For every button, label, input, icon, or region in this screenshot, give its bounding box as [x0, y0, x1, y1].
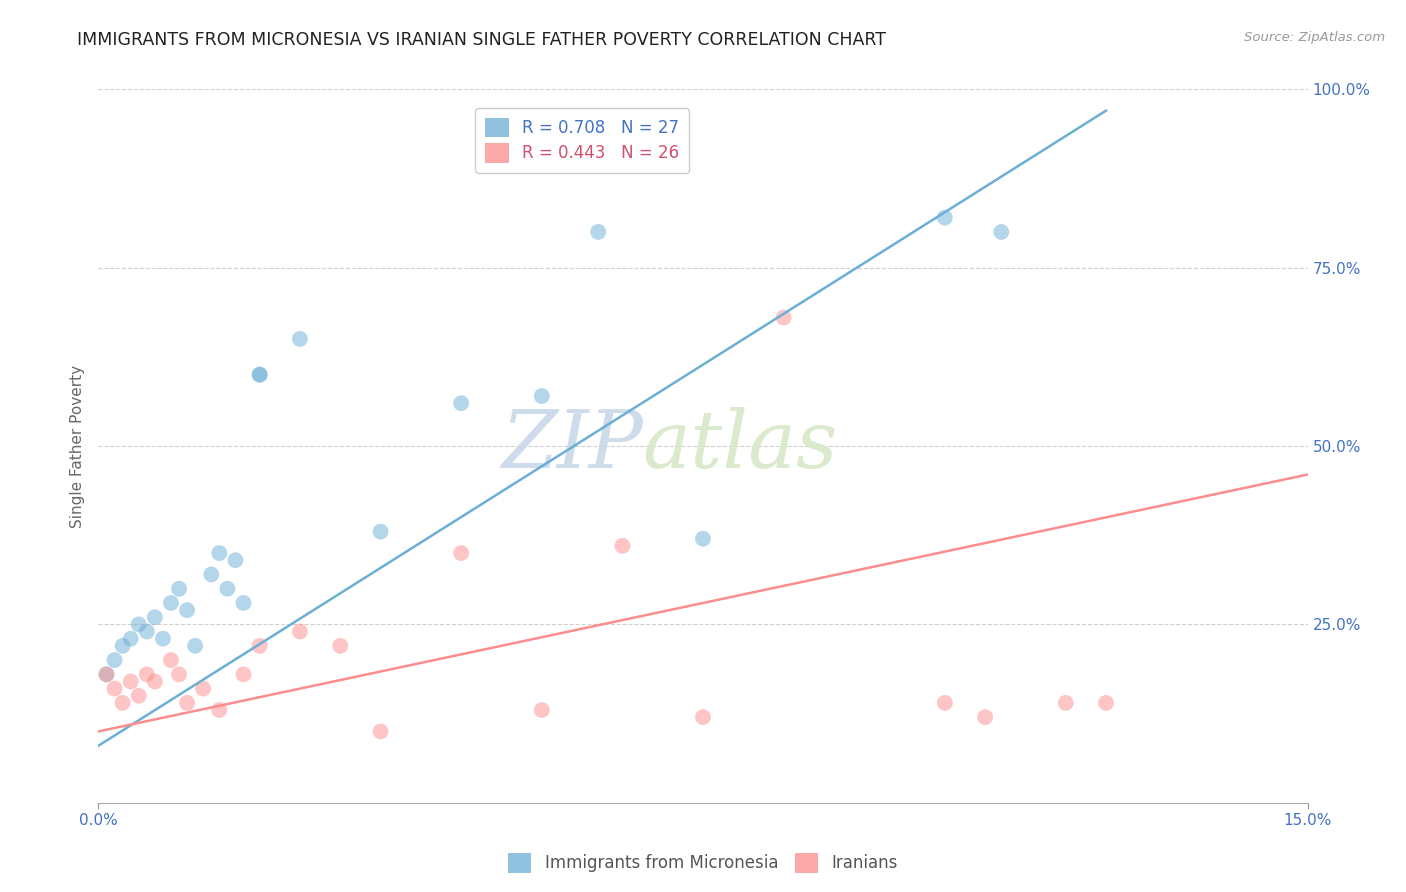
- Point: [288, 624, 311, 639]
- Legend: R = 0.708   N = 27, R = 0.443   N = 26: R = 0.708 N = 27, R = 0.443 N = 26: [475, 108, 689, 172]
- Point: [1054, 696, 1077, 710]
- Point: [143, 610, 166, 624]
- Point: [990, 225, 1012, 239]
- Point: [128, 617, 150, 632]
- Point: [772, 310, 794, 325]
- Point: [530, 389, 553, 403]
- Point: [288, 332, 311, 346]
- Point: [135, 667, 157, 681]
- Point: [586, 225, 609, 239]
- Point: [135, 624, 157, 639]
- Point: [160, 596, 183, 610]
- Text: ZIP: ZIP: [501, 408, 643, 484]
- Point: [208, 546, 231, 560]
- Point: [1095, 696, 1118, 710]
- Point: [974, 710, 997, 724]
- Point: [143, 674, 166, 689]
- Point: [450, 546, 472, 560]
- Point: [232, 667, 254, 681]
- Legend: Immigrants from Micronesia, Iranians: Immigrants from Micronesia, Iranians: [502, 847, 904, 880]
- Point: [208, 703, 231, 717]
- Text: IMMIGRANTS FROM MICRONESIA VS IRANIAN SINGLE FATHER POVERTY CORRELATION CHART: IMMIGRANTS FROM MICRONESIA VS IRANIAN SI…: [77, 31, 886, 49]
- Point: [103, 653, 125, 667]
- Point: [120, 674, 142, 689]
- Point: [111, 696, 134, 710]
- Point: [249, 368, 271, 382]
- Point: [167, 582, 190, 596]
- Text: Source: ZipAtlas.com: Source: ZipAtlas.com: [1244, 31, 1385, 45]
- Point: [232, 596, 254, 610]
- Point: [167, 667, 190, 681]
- Point: [450, 396, 472, 410]
- Point: [96, 667, 118, 681]
- Point: [692, 710, 714, 724]
- Point: [103, 681, 125, 696]
- Point: [612, 539, 634, 553]
- Point: [160, 653, 183, 667]
- Point: [934, 211, 956, 225]
- Point: [120, 632, 142, 646]
- Point: [176, 603, 198, 617]
- Point: [193, 681, 215, 696]
- Point: [224, 553, 246, 567]
- Point: [152, 632, 174, 646]
- Point: [329, 639, 352, 653]
- Point: [692, 532, 714, 546]
- Point: [111, 639, 134, 653]
- Point: [530, 703, 553, 717]
- Point: [249, 368, 271, 382]
- Text: atlas: atlas: [643, 408, 838, 484]
- Y-axis label: Single Father Poverty: Single Father Poverty: [70, 365, 86, 527]
- Point: [934, 696, 956, 710]
- Point: [184, 639, 207, 653]
- Point: [370, 524, 392, 539]
- Point: [217, 582, 239, 596]
- Point: [200, 567, 222, 582]
- Point: [176, 696, 198, 710]
- Point: [128, 689, 150, 703]
- Point: [96, 667, 118, 681]
- Point: [249, 639, 271, 653]
- Point: [370, 724, 392, 739]
